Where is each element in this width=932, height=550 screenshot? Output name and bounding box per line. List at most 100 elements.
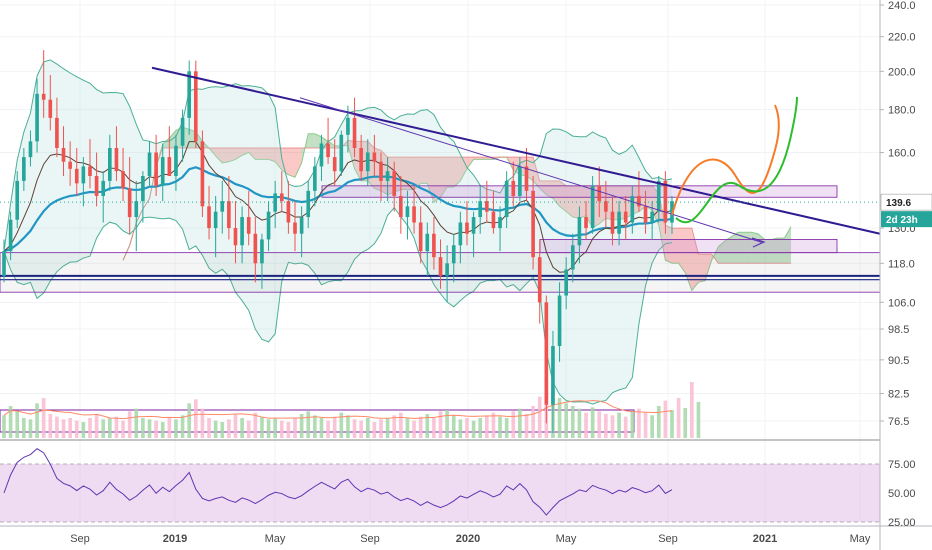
cloud-segment	[248, 148, 256, 160]
candle-body	[114, 148, 119, 172]
volume-bar	[299, 414, 304, 438]
cloud-segment	[281, 148, 289, 175]
candle-body	[537, 257, 542, 303]
demand-zone	[539, 239, 838, 254]
candle-body	[570, 245, 575, 270]
price-tick-label: 106.0	[888, 297, 916, 309]
candle-body	[127, 188, 132, 218]
cloud-segment	[539, 180, 547, 195]
volume-bar	[471, 420, 476, 438]
cloud-segment	[288, 148, 296, 178]
cloud-segment	[215, 148, 223, 163]
candle-body	[233, 228, 238, 246]
cloud-segment	[744, 232, 752, 264]
candle-body	[399, 195, 403, 218]
rsi-tick-label: 50.00	[888, 488, 916, 500]
candle-body	[48, 99, 53, 118]
candle-body	[663, 180, 668, 223]
bollinger-bands	[3, 59, 673, 405]
candle-body	[405, 206, 410, 218]
volume-bar	[412, 420, 416, 438]
price-tick-label: 90.5	[888, 355, 909, 367]
cloud-segment	[222, 148, 229, 163]
cloud-segment	[440, 157, 448, 198]
cloud-segment	[619, 185, 626, 220]
rsi-pane	[0, 439, 880, 523]
cloud-segment	[764, 239, 772, 264]
candle-body	[273, 193, 277, 212]
volume-bar	[180, 415, 185, 438]
volume-bar	[451, 415, 456, 438]
volume-bar	[484, 415, 489, 438]
candle-body	[306, 190, 311, 218]
volume-bar	[2, 415, 6, 438]
time-tick-label: 2021	[753, 533, 777, 545]
candle-body	[438, 257, 443, 276]
volume-bar	[94, 414, 99, 438]
volume-bar	[339, 412, 344, 438]
volume-bar	[213, 420, 218, 438]
cloud-segment	[420, 157, 428, 184]
drawings	[0, 66, 881, 248]
volume-bar	[227, 419, 231, 438]
volume-bar	[385, 418, 390, 438]
time-tick-label: Sep	[658, 533, 678, 545]
volume-bar	[81, 422, 86, 438]
candle-body	[193, 71, 198, 142]
candle-body	[41, 93, 46, 100]
cloud-segment	[162, 138, 170, 149]
candle-body	[160, 157, 165, 186]
candle-body	[200, 141, 205, 207]
candle-body	[557, 295, 562, 347]
candle-body	[88, 166, 92, 177]
senkou-span-b	[122, 139, 792, 264]
candle-body	[207, 206, 211, 229]
cloud-segment	[546, 180, 553, 199]
candle-body	[418, 222, 423, 252]
candle-body	[412, 206, 416, 223]
candle-body	[266, 211, 271, 240]
candle-body	[584, 217, 588, 229]
volume-bar	[656, 406, 661, 438]
volume-bar	[518, 408, 522, 438]
volume-bar	[193, 399, 198, 438]
candle-body	[141, 176, 145, 202]
volume-bar	[326, 420, 330, 438]
volume-bar	[465, 418, 469, 438]
cloud-segment	[724, 236, 732, 264]
price-tick-label: 118.0	[888, 258, 915, 270]
volume-bar	[352, 419, 357, 438]
bollinger-upper	[3, 59, 673, 252]
volume-bar	[405, 418, 410, 438]
volume-bar	[187, 403, 192, 438]
price-tick-label: 240.0	[888, 0, 916, 12]
candle-body	[154, 152, 158, 186]
volume-bar	[617, 412, 621, 438]
time-tick-label: May	[850, 533, 871, 545]
volume-bar	[108, 418, 112, 438]
candle-body	[81, 166, 86, 184]
cloud-segment	[771, 238, 778, 264]
volume-bar	[670, 410, 674, 438]
volume-bar	[359, 420, 363, 438]
cloud-segment	[295, 148, 302, 178]
candle-body	[74, 168, 79, 184]
volume-bar	[332, 416, 337, 438]
candle-body	[253, 233, 258, 264]
volume-bar	[604, 414, 608, 438]
volume-bar	[676, 398, 681, 438]
volume-bar	[134, 408, 139, 438]
candle-body	[478, 201, 483, 218]
rsi-tick-label: 75.00	[888, 459, 916, 471]
candle-body	[8, 219, 13, 252]
candle-body	[260, 239, 264, 264]
volume-bar	[306, 411, 311, 438]
cloud-segment	[380, 150, 388, 195]
candle-body	[68, 161, 72, 169]
volume-bar	[372, 422, 377, 438]
candle-body	[28, 141, 33, 158]
volume-bar	[458, 419, 463, 438]
cloud-segment	[566, 185, 573, 218]
cloud-segment	[579, 185, 587, 219]
